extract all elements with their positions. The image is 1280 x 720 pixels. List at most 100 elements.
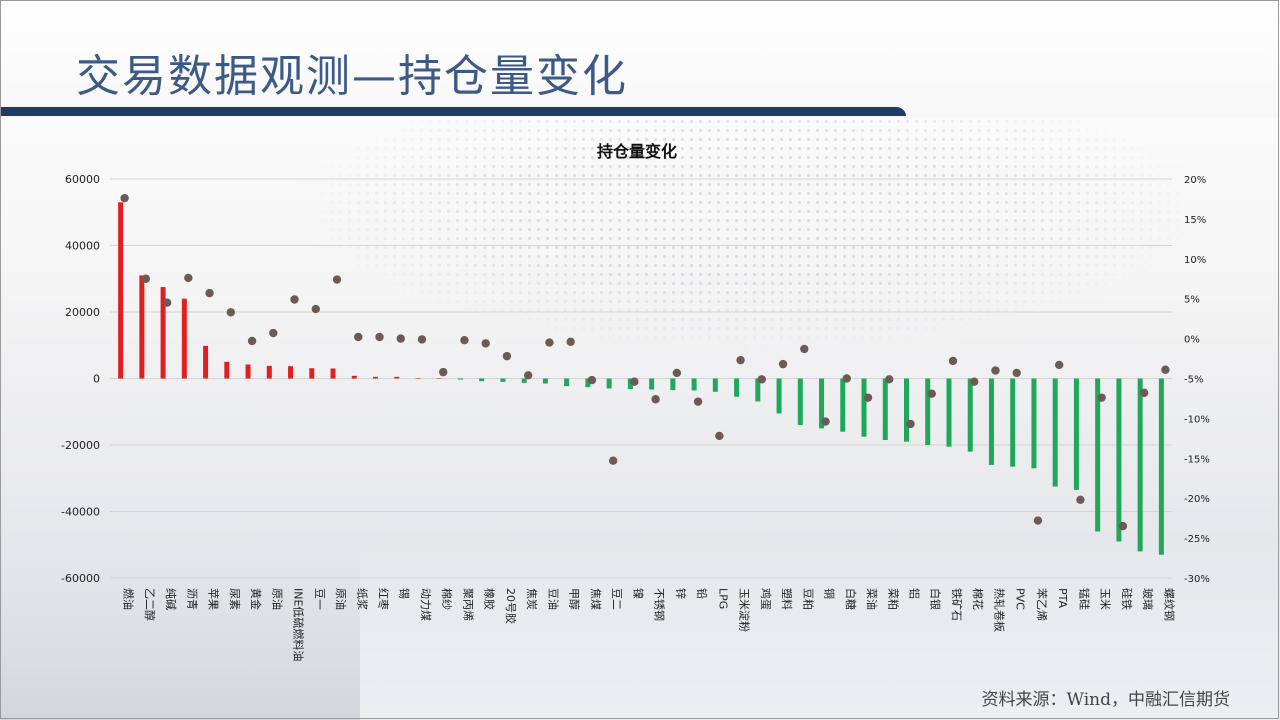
y-axis-tick-label: 60000 <box>65 173 100 186</box>
x-axis-category-label: 苯乙烯 <box>1035 588 1049 621</box>
scatter-point <box>1161 365 1170 374</box>
bar <box>203 345 209 379</box>
scatter-point <box>1097 393 1106 402</box>
bar <box>755 378 761 402</box>
scatter-point <box>693 397 703 406</box>
x-axis-category-label: 原油 <box>270 588 284 610</box>
bar <box>1052 378 1058 487</box>
bar <box>415 378 421 379</box>
source-note: 资料来源：Wind，中融汇信期货 <box>981 690 1230 710</box>
x-axis-category-label: 动力煤 <box>419 588 432 621</box>
title-underline-bar <box>0 107 906 116</box>
x-axis-category-label: INE低硫燃料油 <box>292 588 306 661</box>
page-title: 交易数据观测—持仓量变化 <box>76 51 628 102</box>
scatter-point <box>630 377 639 386</box>
bar <box>1137 378 1143 552</box>
bar <box>330 368 336 379</box>
bar <box>1010 378 1016 467</box>
x-axis-category-label: 玉米 <box>1099 588 1112 610</box>
scatter-point <box>1139 388 1149 398</box>
scatter-point <box>417 335 427 344</box>
scatter-point <box>184 273 193 283</box>
header-band <box>0 0 1280 118</box>
y-axis-tick-label: 40000 <box>65 240 100 253</box>
scatter-point <box>205 288 214 298</box>
x-axis-category-label: 燃油 <box>122 588 136 610</box>
scatter-point <box>269 328 278 338</box>
bar <box>670 378 676 391</box>
bar <box>436 378 442 379</box>
bar <box>967 378 973 452</box>
x-axis-category-label: 黄金 <box>249 588 263 610</box>
scatter-point <box>906 419 915 429</box>
scatter-point <box>354 332 363 342</box>
x-axis-category-label: 甲醇 <box>568 588 582 610</box>
scatter-point <box>460 335 469 345</box>
bar <box>351 375 357 379</box>
x-axis-category-label: 热轧卷板 <box>992 588 1006 632</box>
x-axis-category-label: PTA <box>1056 588 1069 608</box>
bar <box>712 378 718 392</box>
scatter-point <box>1033 516 1043 525</box>
bar <box>500 378 506 382</box>
x-axis-category-label: 玉米淀粉 <box>738 588 752 632</box>
scatter-point <box>162 298 172 307</box>
x-axis-category-label: 锡 <box>398 588 412 599</box>
bar <box>691 378 697 391</box>
x-axis-category-label: 尿素 <box>228 588 241 610</box>
x-axis-category-label: 20号胶 <box>504 588 518 624</box>
scatter-point <box>970 377 979 386</box>
bar <box>288 366 294 379</box>
scatter-point <box>141 274 151 283</box>
y2-axis-tick-label: -20% <box>1184 494 1210 505</box>
scatter-point <box>1054 360 1064 370</box>
y2-axis-tick-label: 5% <box>1184 295 1200 306</box>
y-axis-tick-label: -40000 <box>61 506 100 519</box>
bar <box>457 378 463 380</box>
scatter-point <box>800 344 809 354</box>
scatter-point <box>778 359 788 369</box>
x-axis-category-label: 豆油 <box>546 588 560 610</box>
bar <box>946 378 952 447</box>
x-axis-category-label: 不锈钢 <box>653 588 666 621</box>
city-skyline-background <box>0 540 360 720</box>
x-axis-category-label: 玻璃 <box>1141 588 1155 610</box>
x-axis-category-label: 铝 <box>908 588 922 599</box>
bar <box>1158 378 1164 555</box>
bar <box>649 378 655 390</box>
x-axis-category-label: 豆粕 <box>801 588 815 610</box>
bar <box>1116 378 1122 542</box>
x-axis-category-label: 豆二 <box>610 588 623 610</box>
x-axis-category-label: 聚丙烯 <box>461 588 474 621</box>
scatter-point <box>545 338 554 347</box>
bar <box>1095 378 1101 532</box>
x-axis-category-label: 铅 <box>695 588 709 599</box>
scatter-point <box>651 395 660 404</box>
scatter-point <box>226 308 236 317</box>
x-axis-category-label: 铜 <box>823 588 837 599</box>
x-axis-category-label: 乙二醇 <box>143 588 157 621</box>
scatter-point <box>821 417 830 426</box>
x-axis-category-label: 红枣 <box>377 588 390 610</box>
bar <box>224 361 230 379</box>
scatter-point <box>332 275 342 284</box>
scatter-point <box>715 431 724 441</box>
y2-axis-tick-label: -15% <box>1184 454 1210 465</box>
bar <box>1073 378 1079 490</box>
y-axis-tick-label: 0 <box>93 373 100 386</box>
y2-axis-tick-label: 20% <box>1184 175 1206 186</box>
y-axis-tick-label: -20000 <box>61 439 100 452</box>
x-axis-category-label: 硅铁 <box>1120 588 1133 610</box>
x-axis-category-label: 棉花 <box>971 588 985 610</box>
y2-axis-tick-label: -30% <box>1184 574 1210 585</box>
x-axis-category-label: 菜油 <box>865 588 879 610</box>
scatter-point <box>757 375 767 384</box>
x-axis-category-label: PVC <box>1014 588 1027 610</box>
bar <box>564 378 570 387</box>
scatter-point <box>587 375 597 385</box>
bar <box>797 378 803 426</box>
y-axis-tick-label: -60000 <box>61 572 100 585</box>
bar <box>988 378 994 465</box>
y-axis-tick-label: 20000 <box>65 306 100 319</box>
scatter-point <box>948 356 958 366</box>
